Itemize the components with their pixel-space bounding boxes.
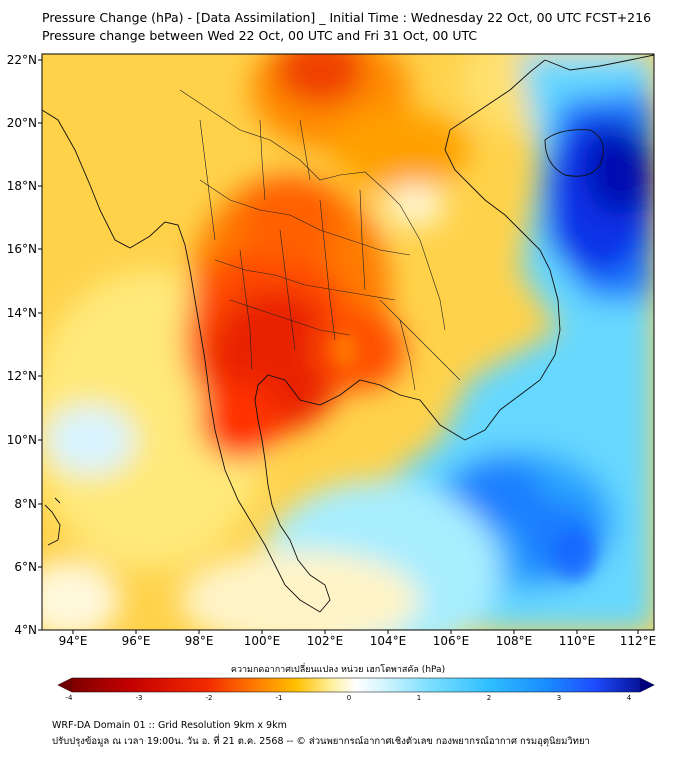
lat-label-20n: 20°N <box>7 116 37 130</box>
lon-label-100e: 100°E <box>244 634 281 648</box>
colorbar-tick-2: 2 <box>487 694 491 702</box>
colorbar-label: ความกดอากาศเปลี่ยนแปลง หน่วย เฮกโตพาสคัล… <box>230 665 446 675</box>
lat-label-8n: 8°N <box>14 497 37 511</box>
lon-label-112e: 112°E <box>620 634 657 648</box>
lat-label-12n: 12°N <box>7 369 37 383</box>
lat-label-22n: 22°N <box>7 53 37 67</box>
colorbar-tick-neg4: -4 <box>66 694 74 702</box>
lat-axis: 22°N 20°N 18°N 16°N 14°N 12°N 10°N 8°N 6… <box>7 53 42 637</box>
colorbar-tick-neg2: -2 <box>206 694 213 702</box>
pressure-change-field <box>42 54 654 630</box>
lat-label-10n: 10°N <box>7 433 37 447</box>
lat-label-14n: 14°N <box>7 306 37 320</box>
lat-label-18n: 18°N <box>7 179 37 193</box>
map-subtitle: Pressure change between Wed 22 Oct, 00 U… <box>42 28 478 43</box>
colorbar-tick-neg1: -1 <box>276 694 283 702</box>
colorbar: -4 -3 -2 -1 0 1 2 3 4 <box>57 677 655 702</box>
lon-label-104e: 104°E <box>370 634 407 648</box>
colorbar-tick-3: 3 <box>557 694 561 702</box>
lon-label-102e: 102°E <box>307 634 344 648</box>
map-frame <box>41 53 655 631</box>
lon-label-108e: 108°E <box>496 634 533 648</box>
colorbar-tick-4: 4 <box>627 694 632 702</box>
colorbar-tick-neg3: -3 <box>136 694 143 702</box>
province-borders <box>179 89 461 391</box>
lat-label-6n: 6°N <box>14 560 37 574</box>
lat-label-16n: 16°N <box>7 242 37 256</box>
lon-label-94e: 94°E <box>59 634 88 648</box>
lon-label-96e: 96°E <box>122 634 151 648</box>
lon-label-98e: 98°E <box>185 634 214 648</box>
footer-model-info: WRF-DA Domain 01 :: Grid Resolution 9km … <box>52 720 287 731</box>
colorbar-tick-0: 0 <box>347 694 351 702</box>
map-title: Pressure Change (hPa) - [Data Assimilati… <box>42 10 652 25</box>
lon-label-106e: 106°E <box>433 634 470 648</box>
lat-label-4n: 4°N <box>14 623 37 637</box>
coastlines <box>42 54 654 613</box>
colorbar-tick-1: 1 <box>417 694 421 702</box>
footer-update-info: ปรับปรุงข้อมูล ณ เวลา 19:00น. วัน อ. ที่… <box>52 736 590 747</box>
lon-label-110e: 110°E <box>559 634 596 648</box>
lon-axis: 94°E 96°E 98°E 100°E 102°E 104°E 106°E 1… <box>59 630 657 648</box>
